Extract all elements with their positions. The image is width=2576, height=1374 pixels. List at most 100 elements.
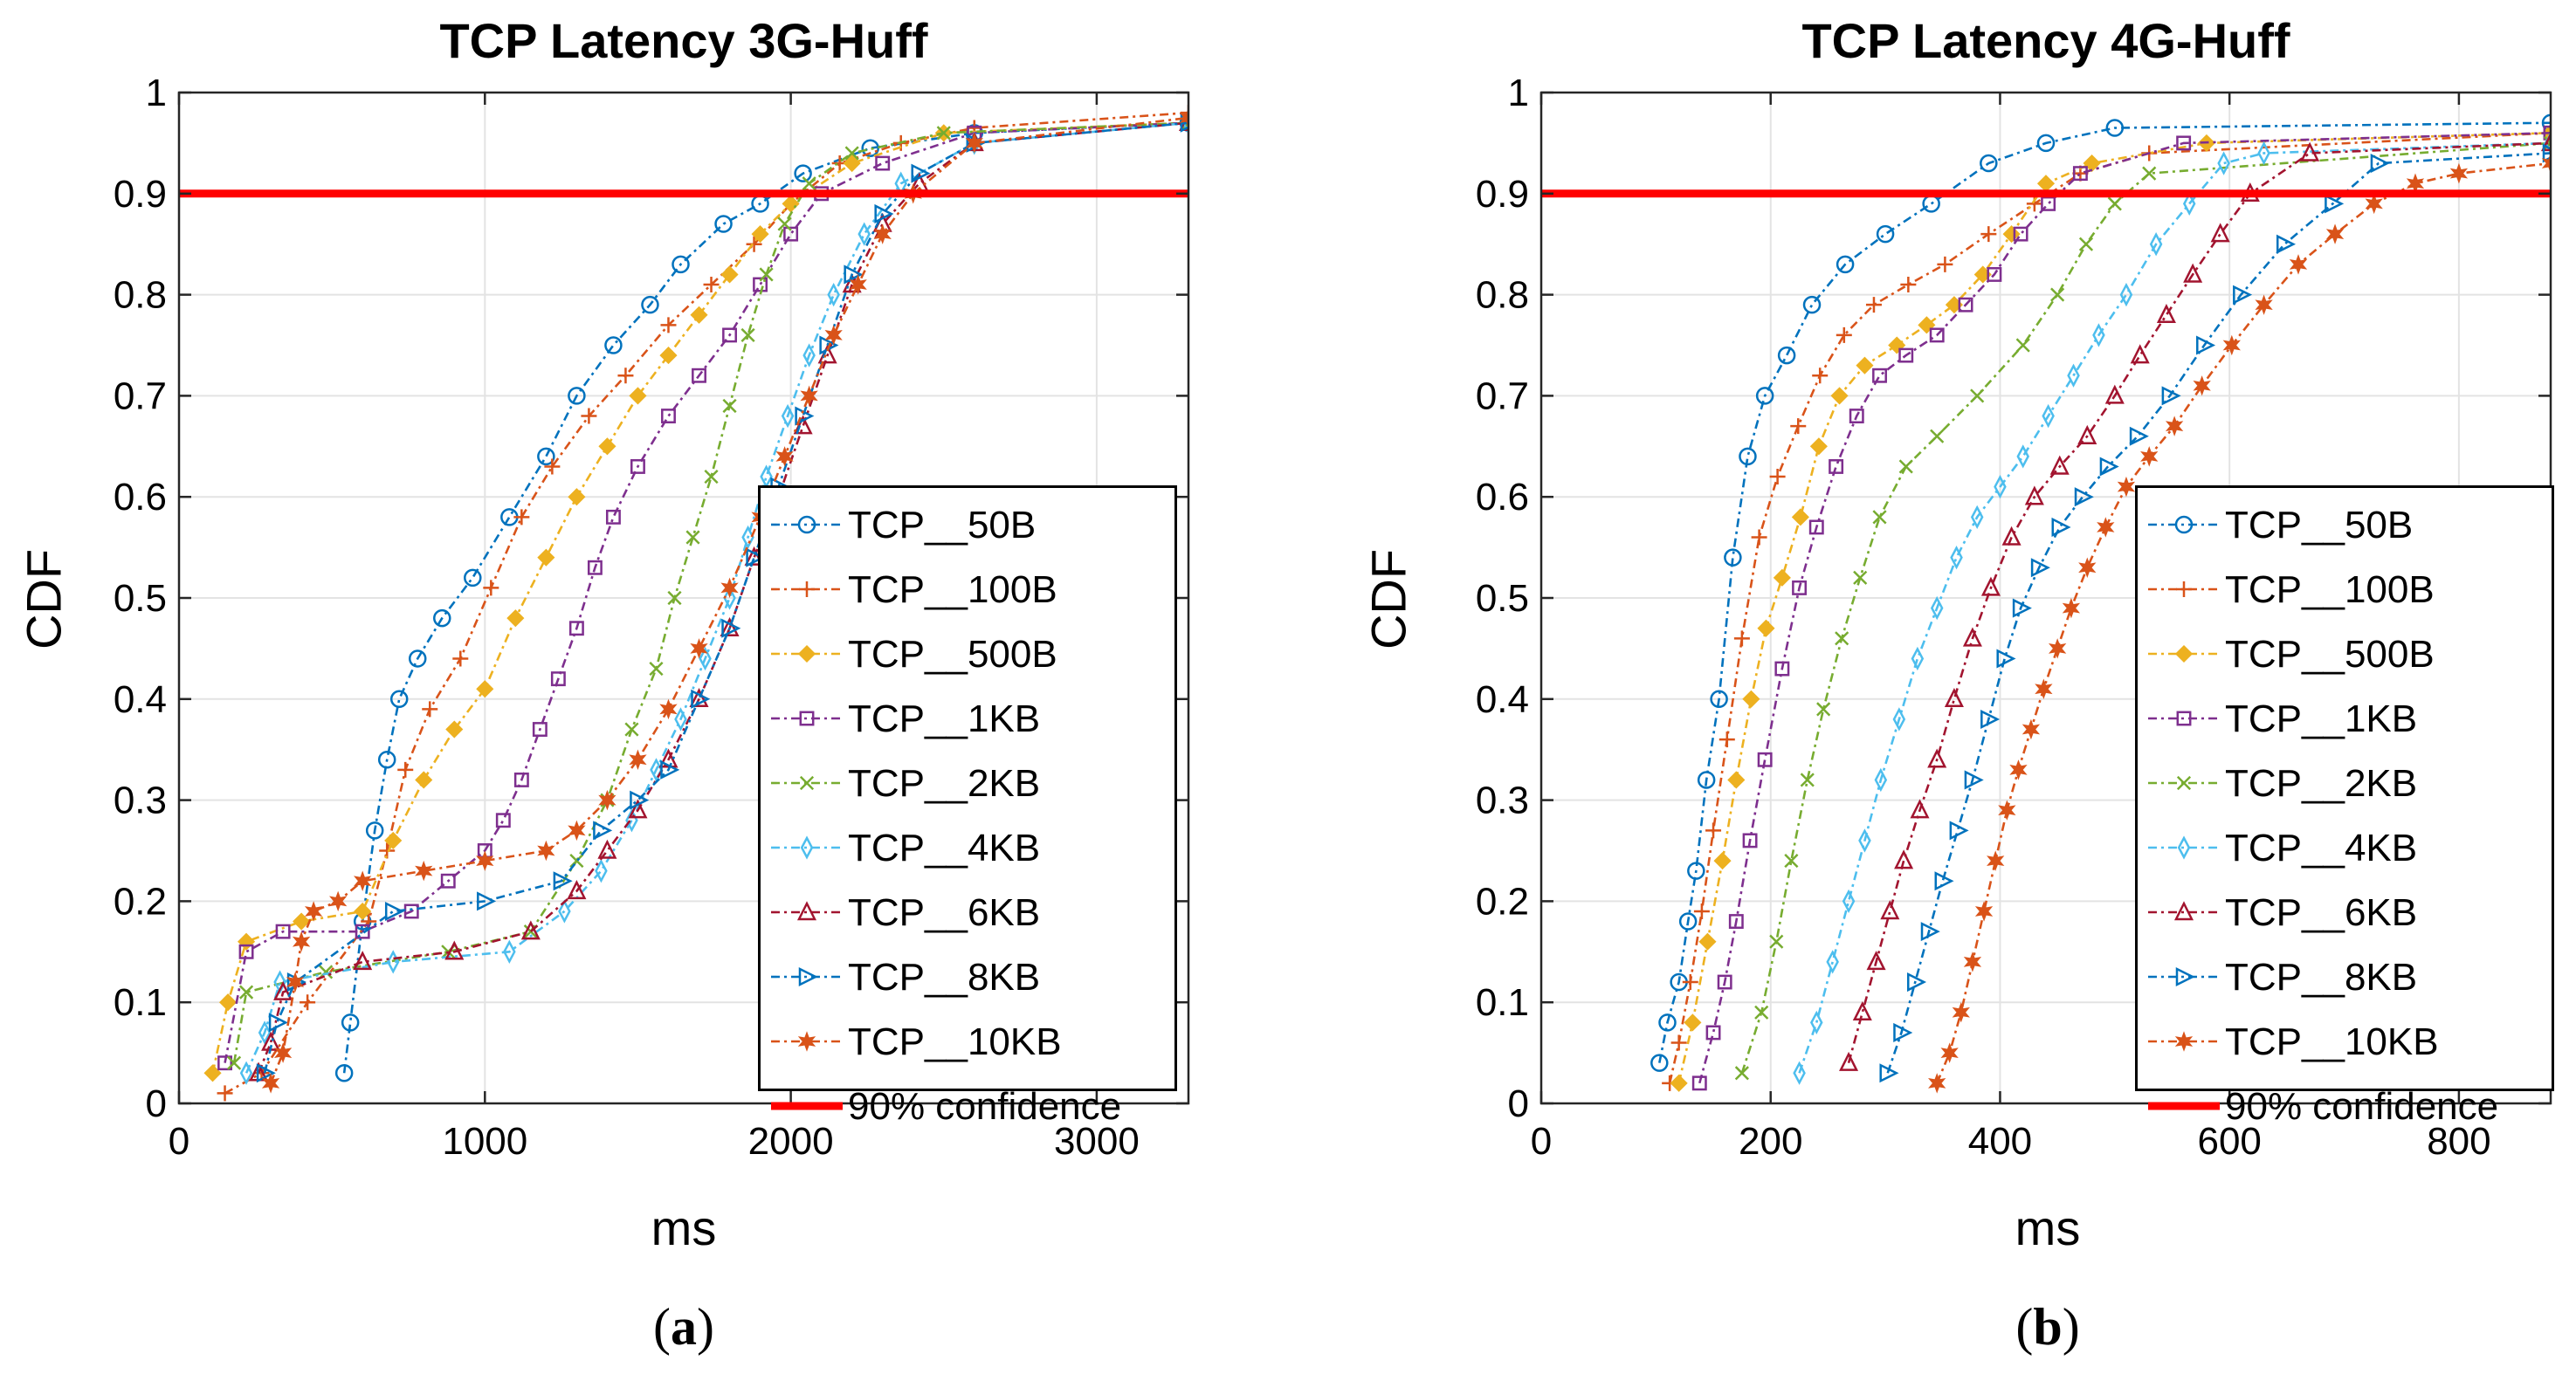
data-point bbox=[476, 680, 494, 698]
data-point bbox=[1849, 409, 1864, 424]
data-point bbox=[569, 853, 584, 869]
data-point bbox=[2370, 154, 2390, 174]
data-point bbox=[2092, 323, 2105, 347]
data-point bbox=[1179, 107, 1188, 128]
data-point bbox=[1792, 580, 1808, 595]
data-point bbox=[775, 446, 794, 467]
data-point bbox=[2276, 234, 2297, 254]
figure-caption: (a) bbox=[653, 1298, 714, 1356]
data-point bbox=[1693, 903, 1710, 919]
data-point bbox=[384, 901, 405, 922]
y-tick-label: 0.7 bbox=[114, 374, 167, 417]
data-point bbox=[2182, 191, 2196, 216]
chart-title: TCP Latency 3G-Huff bbox=[439, 13, 928, 68]
data-point bbox=[218, 993, 238, 1012]
data-point bbox=[1751, 529, 1767, 546]
data-point bbox=[685, 530, 700, 545]
legend-marker bbox=[799, 581, 815, 597]
legend-label: 90% confidence bbox=[848, 1085, 1122, 1128]
legend-swatch bbox=[771, 644, 843, 663]
data-point bbox=[759, 267, 774, 282]
data-point bbox=[2104, 384, 2125, 404]
data-point bbox=[568, 488, 586, 506]
data-point bbox=[445, 720, 464, 739]
data-point bbox=[1687, 862, 1705, 880]
data-point bbox=[721, 618, 741, 638]
data-point bbox=[1970, 388, 1985, 403]
data-point bbox=[2543, 125, 2551, 141]
data-point bbox=[692, 368, 706, 383]
data-point bbox=[595, 858, 608, 883]
data-point bbox=[1180, 113, 1188, 133]
data-point bbox=[495, 813, 511, 828]
data-point bbox=[593, 821, 613, 841]
data-point bbox=[674, 707, 687, 732]
legend-label: TCP__100B bbox=[848, 568, 1057, 611]
chart-b: TCP Latency 4G-Huff CDF ms (b) 0 200 400 60… bbox=[1288, 0, 2576, 1374]
data-point bbox=[1950, 546, 1963, 570]
data-point bbox=[408, 649, 427, 668]
data-point bbox=[2222, 334, 2241, 356]
data-point bbox=[217, 1085, 233, 1102]
y-tick-label: 0.3 bbox=[1476, 780, 1529, 822]
data-point bbox=[720, 265, 739, 284]
legend-label: TCP__6KB bbox=[2225, 891, 2418, 934]
data-point bbox=[2012, 598, 2032, 618]
data-point bbox=[720, 616, 740, 636]
legend-marker bbox=[2176, 711, 2192, 726]
y-tick-label: 0.2 bbox=[1476, 880, 1529, 923]
data-point bbox=[334, 1064, 354, 1082]
legend-label: TCP__100B bbox=[2225, 568, 2435, 611]
data-point bbox=[2325, 194, 2345, 214]
data-point bbox=[1727, 771, 1746, 789]
data-point bbox=[783, 226, 799, 242]
data-point bbox=[1777, 346, 1796, 365]
data-point bbox=[537, 840, 555, 862]
legend-swatch bbox=[2148, 835, 2220, 860]
data-point bbox=[292, 931, 311, 952]
data-point bbox=[667, 590, 682, 606]
data-point bbox=[2217, 151, 2230, 175]
data-point bbox=[2024, 485, 2044, 505]
data-point bbox=[1769, 469, 1786, 485]
data-point bbox=[794, 164, 812, 182]
data-point bbox=[503, 939, 516, 964]
data-point bbox=[741, 525, 754, 550]
y-tick-label: 0.1 bbox=[114, 981, 167, 1024]
data-point bbox=[720, 577, 739, 599]
legend-swatch bbox=[2148, 966, 2220, 987]
data-point bbox=[2030, 558, 2050, 578]
legend-marker bbox=[797, 515, 816, 534]
x-tick-label: 400 bbox=[1968, 1120, 2032, 1163]
legend-swatch bbox=[771, 711, 843, 726]
data-point bbox=[2257, 141, 2270, 166]
caption-label: a bbox=[671, 1298, 697, 1356]
legend-label: TCP__8KB bbox=[2225, 956, 2418, 999]
data-point bbox=[1934, 871, 1954, 891]
legend-label: TCP__1KB bbox=[2225, 697, 2418, 740]
legend-marker bbox=[2175, 966, 2195, 987]
legend-swatch bbox=[2148, 1031, 2220, 1052]
legend-label: TCP__500B bbox=[848, 633, 1057, 676]
data-point bbox=[1835, 631, 1849, 646]
data-point bbox=[1893, 1022, 1913, 1042]
data-point bbox=[226, 1055, 242, 1070]
legend-swatch bbox=[2148, 1102, 2220, 1110]
data-point bbox=[476, 850, 494, 871]
data-point bbox=[2140, 446, 2159, 467]
data-point bbox=[2051, 517, 2071, 537]
legend-swatch bbox=[771, 1102, 843, 1110]
data-point bbox=[1872, 510, 1887, 525]
data-point bbox=[1898, 459, 1913, 474]
data-point bbox=[630, 459, 645, 474]
data-point bbox=[1710, 690, 1728, 709]
data-point bbox=[581, 408, 597, 424]
y-tick-label: 0.6 bbox=[114, 476, 167, 519]
series-line bbox=[211, 121, 1188, 1074]
data-point bbox=[690, 306, 708, 324]
data-point bbox=[1836, 255, 1855, 274]
data-point bbox=[2099, 457, 2119, 477]
data-point bbox=[597, 839, 617, 859]
data-point bbox=[660, 759, 680, 780]
legend-label: TCP__4KB bbox=[2225, 827, 2418, 869]
